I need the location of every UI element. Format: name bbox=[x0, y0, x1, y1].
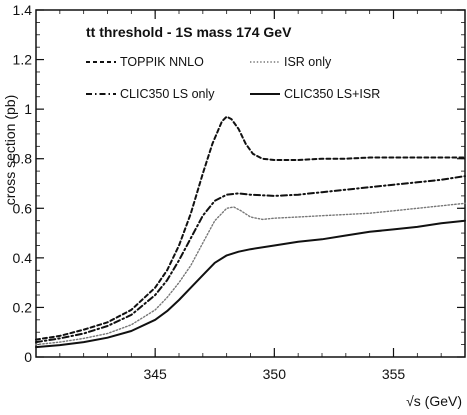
x-tick-label: 345 bbox=[143, 366, 167, 382]
x-tick-label: 350 bbox=[263, 366, 287, 382]
y-tick-label: 1 bbox=[24, 101, 32, 117]
y-axis-title: cross section (pb) bbox=[2, 95, 18, 205]
y-tick-label: 0 bbox=[24, 349, 32, 365]
y-tick-label: 0.8 bbox=[13, 151, 33, 167]
series-line-dashed bbox=[35, 115, 466, 341]
legend-label: ISR only bbox=[284, 55, 332, 69]
legend-label: CLIC350 LS+ISR bbox=[284, 87, 380, 101]
series-line-dashdot bbox=[35, 175, 466, 344]
y-tick-label: 0.6 bbox=[13, 200, 33, 216]
x-tick-label: 355 bbox=[382, 366, 406, 382]
legend-label: TOPPIK NNLO bbox=[120, 55, 204, 69]
y-tick-label: 0.4 bbox=[13, 250, 33, 266]
legend-label: CLIC350 LS only bbox=[120, 87, 215, 101]
y-tick-label: 0.2 bbox=[13, 299, 33, 315]
series-line-dotted bbox=[35, 202, 466, 346]
x-axis-title: √s (GeV) bbox=[406, 393, 462, 409]
y-tick-label: 1.2 bbox=[13, 52, 33, 68]
series-line-solid bbox=[35, 219, 466, 349]
chart-title: tt threshold - 1S mass 174 GeV bbox=[86, 24, 292, 40]
y-tick-label: 1.4 bbox=[13, 2, 33, 18]
